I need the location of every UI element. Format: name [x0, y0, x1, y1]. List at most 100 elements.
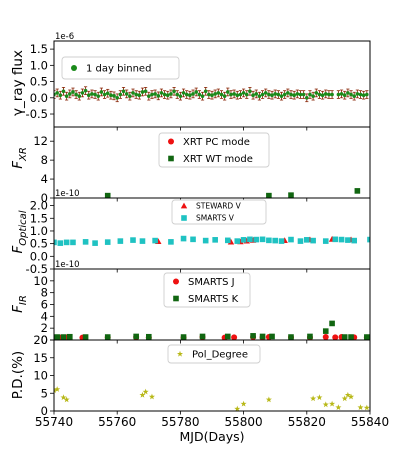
data-point-optical-1 — [338, 236, 345, 243]
x-axis-label: MJD(Days) — [179, 429, 244, 444]
y-tick-label: 2.0 — [30, 199, 48, 213]
data-point-optical-1 — [168, 239, 174, 245]
data-point-gamma-0 — [248, 89, 252, 94]
data-point-optical-1 — [351, 237, 357, 244]
panel-pol: 0 5 10 15 20 P.D.(%) Pol_Degree — [10, 333, 371, 418]
data-point-optical-1 — [345, 237, 351, 243]
data-point-pol-0 — [329, 400, 336, 407]
data-point-gamma-0 — [115, 95, 119, 100]
data-point-gamma-0 — [165, 93, 170, 97]
data-point-gamma-0 — [140, 90, 145, 94]
data-point-gamma-0 — [323, 92, 328, 96]
data-point-optical-1 — [82, 239, 89, 245]
legend-label: 1 day binned — [86, 64, 151, 75]
data-point-gamma-0 — [203, 89, 208, 94]
axis-offset-text: 1e-10 — [55, 260, 80, 270]
data-point-optical-1 — [266, 237, 272, 244]
data-point-optical-1 — [332, 236, 339, 243]
data-point-optical-1 — [288, 236, 294, 243]
data-point-gamma-0 — [118, 92, 123, 97]
data-point-optical-1 — [253, 236, 260, 243]
data-point-gamma-0 — [342, 93, 347, 97]
data-point-pol-0 — [363, 404, 370, 411]
data-point-gamma-0 — [105, 91, 110, 96]
data-point-gamma-0 — [150, 92, 154, 97]
data-point-pol-0 — [240, 400, 247, 407]
data-point-gamma-0 — [267, 92, 271, 97]
legend-label: SMARTS V — [196, 214, 235, 223]
x-tick-label: 55820 — [288, 415, 326, 429]
data-point-gamma-0 — [232, 92, 236, 96]
data-point-ir-1 — [82, 334, 89, 340]
data-point-ir-0 — [332, 334, 339, 340]
data-point-ir-1 — [322, 328, 329, 334]
data-point-ir-0 — [231, 334, 238, 340]
legend-marker — [71, 65, 77, 71]
data-point-gamma-0 — [254, 92, 259, 96]
axis-offset-text: 1e-10 — [55, 189, 80, 199]
data-point-gamma-0 — [83, 88, 88, 93]
legend: STEWARD V SMARTS V — [171, 199, 267, 225]
data-point-pol-0 — [142, 388, 149, 395]
data-point-optical-1 — [259, 236, 266, 243]
data-point-optical-1 — [70, 239, 76, 246]
data-point-optical-1 — [240, 237, 247, 243]
data-point-gamma-0 — [365, 92, 369, 97]
data-point-ir-1 — [329, 320, 335, 327]
data-point-gamma-0 — [349, 92, 353, 97]
data-point-gamma-0 — [80, 91, 85, 95]
data-point-gamma-0 — [121, 89, 126, 94]
data-point-gamma-0 — [124, 92, 129, 96]
data-point-pol-0 — [54, 387, 58, 393]
data-point-gamma-0 — [153, 92, 157, 96]
data-point-pol-0 — [344, 391, 351, 398]
data-point-ir-1 — [67, 333, 73, 340]
data-point-gamma-0 — [320, 93, 325, 97]
data-point-gamma-0 — [330, 92, 334, 97]
data-point-gamma-0 — [197, 92, 202, 97]
y-tick-label: 0.5 — [30, 237, 48, 251]
legend-box — [171, 199, 267, 225]
data-point-gamma-0 — [238, 92, 243, 97]
legend-marker — [181, 215, 187, 221]
data-point-ir-1 — [307, 333, 313, 340]
data-point-gamma-0 — [74, 92, 78, 97]
data-point-gamma-0 — [346, 91, 350, 95]
y-tick-label: 12 — [33, 134, 48, 148]
data-point-ir-0 — [322, 334, 329, 340]
data-point-pol-0 — [335, 404, 342, 411]
data-point-gamma-0 — [184, 92, 189, 97]
data-point-gamma-0 — [90, 92, 94, 96]
data-point-xray-1 — [266, 192, 272, 198]
legend-label: SMARTS K — [188, 294, 239, 305]
y-tick-label: 6 — [41, 298, 48, 312]
y-tick-label: 1.0 — [30, 58, 48, 72]
data-point-optical-1 — [190, 236, 196, 243]
axis-offset-text: 1e-6 — [55, 32, 74, 42]
data-point-optical-1 — [63, 239, 70, 246]
data-point-gamma-0 — [317, 92, 322, 97]
data-point-optical-1 — [202, 237, 209, 244]
data-point-optical-1 — [234, 238, 241, 244]
data-point-gamma-0 — [226, 90, 230, 94]
data-point-optical-1 — [310, 237, 316, 244]
data-point-optical-1 — [304, 237, 310, 243]
data-point-optical-1 — [57, 240, 64, 246]
x-tick-label: 55740 — [35, 415, 73, 429]
data-point-gamma-0 — [109, 93, 113, 97]
data-point-pol-0 — [63, 396, 70, 403]
data-point-optical-1 — [322, 238, 329, 244]
data-point-gamma-0 — [260, 92, 265, 97]
y-axis-label: FXR — [10, 147, 29, 169]
legend-box — [163, 272, 251, 308]
data-point-gamma-0 — [156, 94, 161, 98]
data-point-gamma-0 — [131, 91, 135, 95]
legend-marker — [168, 155, 174, 162]
data-point-gamma-0 — [162, 92, 167, 97]
data-point-xray-1 — [288, 192, 294, 198]
y-tick-label: 0.5 — [30, 75, 48, 89]
legend-label: SMARTS J — [188, 277, 235, 288]
y-tick-label: 8 — [41, 286, 48, 300]
data-point-gamma-0 — [361, 93, 366, 97]
data-point-gamma-0 — [172, 89, 176, 94]
